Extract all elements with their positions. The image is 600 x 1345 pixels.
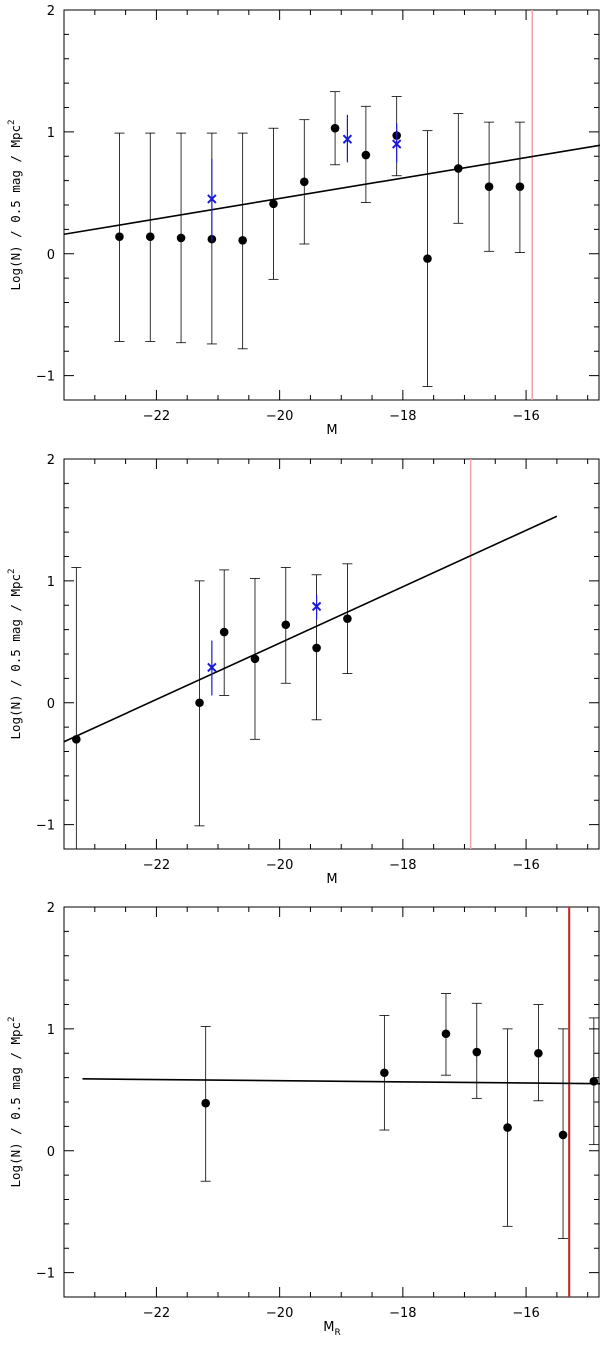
data-point xyxy=(176,233,186,243)
data-point xyxy=(380,1068,389,1078)
cross-data-point xyxy=(207,194,217,204)
x-tick-label: −16 xyxy=(512,409,539,424)
data-point xyxy=(503,1123,512,1132)
x-tick-label: −22 xyxy=(143,409,170,424)
fit-line xyxy=(82,1078,600,1085)
x-axis-label: MR xyxy=(323,1320,340,1338)
cross-data-point xyxy=(207,662,217,673)
data-point xyxy=(589,1076,599,1086)
data-point xyxy=(72,735,81,744)
data-point xyxy=(195,698,204,708)
x-tick-label: −20 xyxy=(266,858,293,873)
data-point xyxy=(281,620,291,630)
x-tick-label: −16 xyxy=(512,858,539,873)
data-point xyxy=(472,1047,482,1057)
fit-line xyxy=(63,515,558,743)
plot-frame xyxy=(63,906,600,1298)
y-axis-label: Log(N) / 0.5 mag / Mpc2 xyxy=(7,120,23,291)
y-tick-label: 0 xyxy=(47,248,55,263)
cross-data-point xyxy=(391,139,402,149)
x-tick-label: −18 xyxy=(389,1306,416,1321)
data-point xyxy=(423,254,432,263)
data-point xyxy=(299,177,309,187)
data-point xyxy=(312,643,321,653)
data-point xyxy=(238,236,247,245)
x-tick-label: −20 xyxy=(266,1306,293,1321)
x-tick-label: −22 xyxy=(143,1306,170,1321)
y-axis-label: Log(N) / 0.5 mag / Mpc2 xyxy=(7,1017,23,1188)
data-point xyxy=(343,614,352,623)
cross-data-point xyxy=(311,601,322,612)
y-axis-label-superscript: 2 xyxy=(7,1017,17,1022)
data-point xyxy=(219,627,229,637)
y-tick-label: 1 xyxy=(47,126,55,141)
fit-line xyxy=(63,144,600,236)
data-point xyxy=(250,654,260,664)
y-tick-label: 0 xyxy=(47,1145,55,1160)
data-point xyxy=(269,199,278,209)
x-axis-label: M xyxy=(326,423,337,438)
y-tick-label: 2 xyxy=(47,4,55,19)
y-tick-label: −1 xyxy=(36,1267,55,1282)
x-tick-label: −18 xyxy=(389,858,416,873)
y-axis-label: Log(N) / 0.5 mag / Mpc2 xyxy=(7,569,23,740)
data-point xyxy=(330,123,340,133)
plot-frame xyxy=(63,9,600,401)
data-point xyxy=(558,1130,568,1140)
y-tick-label: −1 xyxy=(36,819,55,834)
y-tick-label: −1 xyxy=(36,370,55,385)
y-tick-label: 0 xyxy=(47,697,55,712)
plot-frame xyxy=(63,458,600,850)
x-tick-label: −16 xyxy=(512,1306,539,1321)
x-axis-label: M xyxy=(326,872,337,887)
y-tick-label: 2 xyxy=(47,453,55,468)
x-tick-label: −20 xyxy=(266,409,293,424)
data-point xyxy=(484,182,494,192)
x-axis-label-subscript: R xyxy=(334,1328,340,1338)
data-point xyxy=(453,164,463,173)
data-point xyxy=(534,1048,543,1058)
data-point xyxy=(515,182,525,192)
x-tick-label: −22 xyxy=(143,858,170,873)
data-point xyxy=(441,1029,451,1039)
y-axis-label-superscript: 2 xyxy=(7,120,17,125)
data-point xyxy=(201,1098,211,1108)
y-tick-label: 1 xyxy=(47,575,55,590)
data-point xyxy=(145,232,155,241)
x-tick-label: −18 xyxy=(389,409,416,424)
y-tick-label: 2 xyxy=(47,901,55,916)
y-tick-label: 1 xyxy=(47,1023,55,1038)
data-point xyxy=(361,150,371,160)
cross-data-point xyxy=(342,134,353,144)
y-axis-label-superscript: 2 xyxy=(7,569,17,574)
data-point xyxy=(115,232,124,241)
